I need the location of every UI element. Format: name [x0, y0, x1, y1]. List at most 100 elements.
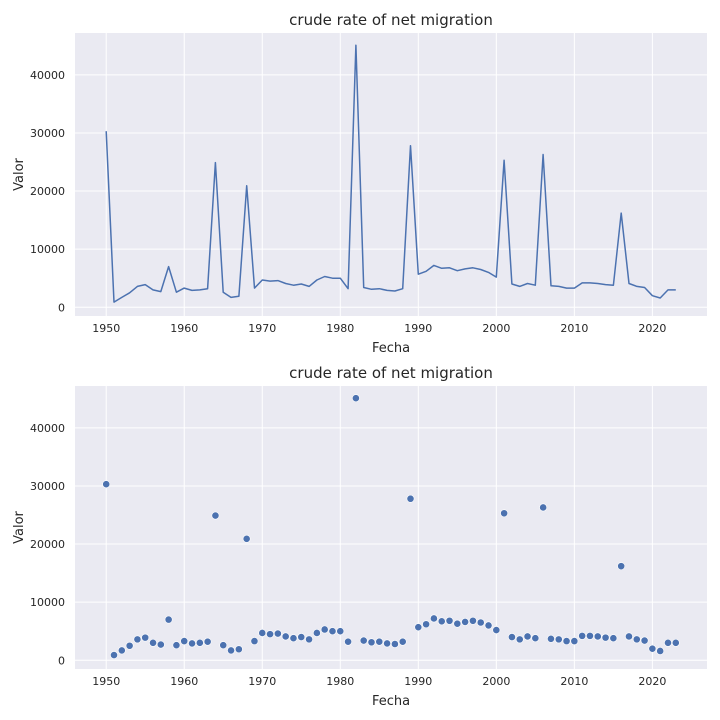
data-point [406, 494, 415, 503]
x-tick-label: 1980 [326, 322, 354, 335]
data-point [203, 637, 212, 646]
chart-title: crude rate of net migration [289, 364, 493, 382]
data-point [344, 637, 352, 646]
data-point [351, 394, 360, 403]
data-point [445, 616, 454, 625]
x-tick-label: 1960 [170, 322, 198, 335]
x-tick-label: 1990 [404, 675, 432, 688]
data-point [164, 615, 173, 624]
data-point [656, 647, 665, 655]
data-point [437, 617, 446, 626]
data-point [219, 641, 228, 650]
y-tick-label: 0 [58, 654, 65, 667]
data-point [531, 634, 540, 643]
data-point [508, 633, 516, 641]
data-point [671, 638, 680, 647]
data-point [523, 632, 532, 641]
data-point [601, 633, 610, 642]
data-point [664, 638, 672, 647]
data-point [180, 637, 189, 646]
data-point [398, 637, 407, 646]
data-point [320, 625, 329, 634]
x-tick-label: 2000 [482, 322, 510, 335]
y-tick-label: 10000 [30, 596, 65, 609]
data-point [469, 616, 477, 625]
y-tick-label: 20000 [30, 538, 65, 551]
data-point [305, 635, 313, 644]
data-point [632, 635, 641, 644]
data-point [453, 619, 462, 628]
data-point [414, 623, 423, 632]
data-point [367, 638, 376, 647]
data-point [640, 636, 649, 645]
plot-area [75, 386, 707, 669]
data-point [375, 637, 384, 646]
data-point [617, 562, 626, 571]
data-point [258, 629, 267, 637]
data-point [461, 618, 470, 626]
data-point [336, 627, 345, 636]
data-point [383, 639, 391, 648]
x-tick-label: 2010 [560, 322, 588, 335]
data-point [539, 503, 548, 512]
scatter-chart: 1950 1960 1970 1980 1990 2000 2010 2020 0 10000 20… [12, 364, 707, 709]
y-axis-label: Valor [12, 157, 27, 190]
data-point [227, 646, 235, 655]
data-point [648, 644, 657, 653]
data-point [102, 480, 111, 489]
y-tick-label: 40000 [30, 69, 65, 82]
series-line [105, 44, 676, 303]
data-point [156, 640, 165, 649]
data-point [476, 618, 485, 627]
y-axis-label: Valor [12, 510, 27, 543]
x-tick-label: 1970 [248, 322, 276, 335]
y-tick-label: 10000 [30, 243, 65, 256]
data-point [141, 633, 150, 642]
x-axis-label: Fecha [372, 694, 410, 709]
data-point [172, 641, 181, 650]
line-chart: 1950 1960 1970 1980 1990 2000 2010 2020 0 10000 20… [12, 11, 707, 354]
data-point [492, 626, 501, 634]
y-tick-label: 30000 [30, 480, 65, 493]
data-point [234, 645, 243, 654]
plot-area [75, 33, 707, 316]
data-point [484, 621, 493, 630]
x-tick-label: 2000 [482, 675, 510, 688]
x-tick-label: 1990 [404, 322, 432, 335]
data-point [328, 627, 337, 636]
data-point [242, 534, 251, 543]
data-point [430, 614, 438, 623]
y-tick-label: 30000 [30, 127, 65, 140]
data-point [117, 646, 126, 655]
data-point [422, 620, 431, 629]
data-point [188, 639, 196, 648]
x-tick-label: 2020 [638, 675, 666, 688]
data-point [266, 630, 274, 639]
data-point [289, 634, 298, 643]
y-tick-label: 0 [58, 301, 65, 314]
data-point [211, 511, 220, 520]
x-tick-label: 1970 [248, 675, 276, 688]
data-point [281, 632, 290, 641]
data-point [359, 636, 368, 645]
data-point [586, 631, 594, 640]
data-point [391, 640, 399, 648]
data-point [570, 637, 579, 646]
data-point [500, 509, 509, 518]
chart-title: crude rate of net migration [289, 11, 493, 29]
data-point [149, 638, 157, 647]
data-point [578, 631, 587, 640]
x-tick-label: 1980 [326, 675, 354, 688]
data-point [547, 634, 555, 643]
x-tick-label: 2020 [638, 322, 666, 335]
data-point [609, 634, 618, 643]
data-point [125, 641, 134, 650]
x-tick-label: 2010 [560, 675, 588, 688]
data-point [562, 637, 571, 646]
data-point [250, 637, 259, 646]
data-point [273, 629, 282, 638]
y-tick-label: 40000 [30, 422, 65, 435]
data-point [297, 633, 306, 641]
data-point [133, 635, 142, 644]
data-point [195, 638, 204, 647]
